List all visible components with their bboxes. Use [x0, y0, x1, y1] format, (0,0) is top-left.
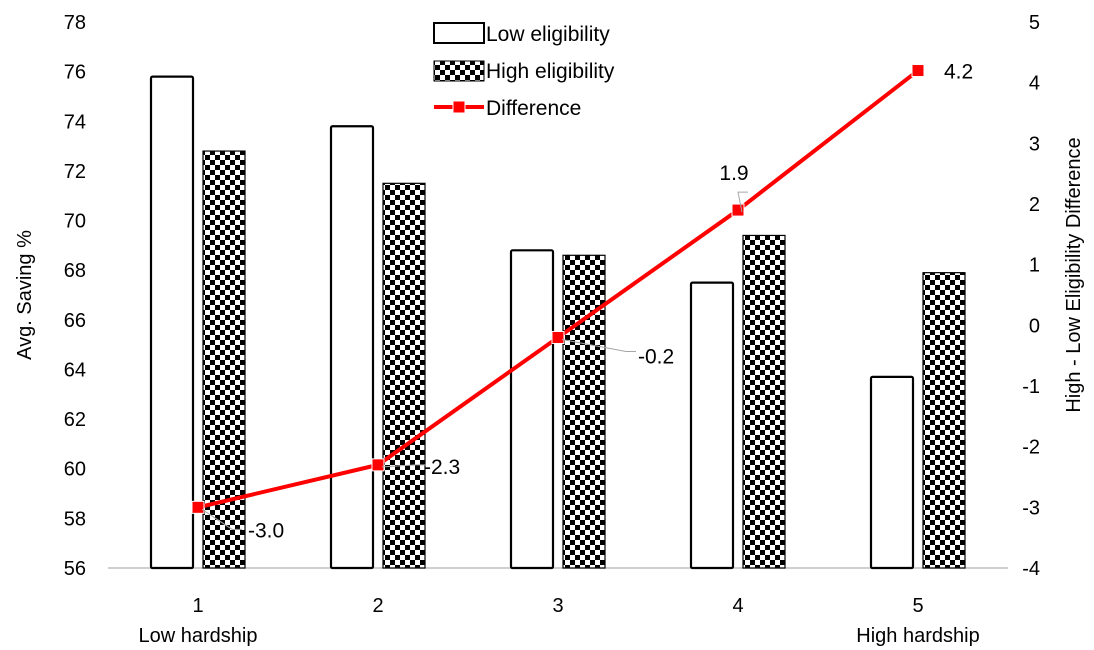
- data-label: -3.0: [248, 519, 284, 542]
- x-tick-sublabel: High hardship: [856, 625, 979, 647]
- bar-high-eligibility: [382, 182, 426, 569]
- legend-label-difference: Difference: [486, 97, 581, 120]
- bar-high-eligibility: [562, 254, 606, 569]
- difference-line: [191, 64, 925, 514]
- legend-swatch-low-eligibility: [433, 22, 485, 44]
- y-tick-label: 62: [64, 409, 86, 431]
- difference-marker: [371, 458, 385, 472]
- y-tick-label: 56: [64, 558, 86, 580]
- y2-tick-label: -4: [1022, 558, 1040, 580]
- y2-tick-label: 5: [1029, 12, 1040, 34]
- difference-marker: [551, 330, 565, 344]
- legend-label-low-eligibility: Low eligibility: [486, 23, 610, 46]
- y2-tick-label: -2: [1022, 437, 1040, 459]
- legend-swatch-high-eligibility: [433, 60, 485, 82]
- data-labels: -3.0 -2.3 -0.2 1.9 4.2: [201, 61, 973, 542]
- y-tick-label: 72: [64, 161, 86, 183]
- y2-tick-label: 4: [1029, 73, 1040, 95]
- y-tick-label: 68: [64, 260, 86, 282]
- y-tick-label: 74: [64, 111, 86, 133]
- data-label-leader: [381, 464, 426, 468]
- y-tick-label: 66: [64, 310, 86, 332]
- y2-tick-label: -1: [1022, 376, 1040, 398]
- data-label: 4.2: [944, 61, 973, 84]
- legend: Low eligibility High eligibility Differenc…: [433, 22, 615, 120]
- bar-low-eligibility: [509, 249, 555, 570]
- bar-low-eligibility: [689, 281, 735, 570]
- bar-low-eligibility: [329, 125, 375, 570]
- bar-low-eligibility: [149, 75, 195, 570]
- y2-tick-label: 3: [1029, 133, 1040, 155]
- y-tick-label: 76: [64, 62, 86, 84]
- x-tick-label: 5: [912, 595, 923, 617]
- y-tick-label: 64: [64, 359, 86, 381]
- difference-line-path: [197, 68, 920, 510]
- y-axis-title: Avg. Saving %: [14, 230, 36, 360]
- legend-swatch-difference-marker: [452, 100, 466, 114]
- x-tick-label: 3: [552, 595, 563, 617]
- data-label-leader: [737, 191, 748, 213]
- bar-high-eligibility: [922, 272, 966, 569]
- data-label-leader: [201, 508, 242, 530]
- data-label: -0.2: [638, 345, 674, 368]
- data-label: 1.9: [719, 162, 748, 185]
- x-tick-label: 4: [732, 595, 743, 617]
- y-tick-label: 60: [64, 459, 86, 481]
- x-tick-label: 1: [192, 595, 203, 617]
- difference-marker: [191, 500, 205, 514]
- axes: 56 58 60 62 64 66 68 70 72 74 76 78 -4 -3 -2 -1 0 1 2 3 4 5 Av…: [14, 12, 1085, 647]
- difference-marker: [911, 64, 925, 78]
- bar-low-eligibility: [869, 375, 915, 570]
- y2-axis-title: High - Low Eligibility Difference: [1063, 137, 1085, 412]
- y2-tick-label: 2: [1029, 194, 1040, 216]
- bar-high-eligibility: [742, 234, 786, 569]
- y-tick-label: 70: [64, 211, 86, 233]
- data-label: -2.3: [424, 456, 460, 479]
- y2-tick-label: 1: [1029, 255, 1040, 277]
- y2-tick-label: -3: [1022, 497, 1040, 519]
- y-tick-label: 78: [64, 12, 86, 34]
- data-label-leader: [561, 338, 636, 352]
- x-tick-label: 2: [372, 595, 383, 617]
- y-tick-label: 58: [64, 508, 86, 530]
- legend-label-high-eligibility: High eligibility: [486, 60, 615, 83]
- difference-marker: [731, 203, 745, 217]
- bars: [149, 75, 966, 570]
- x-tick-sublabel: Low hardship: [139, 625, 258, 647]
- y2-tick-label: 0: [1029, 315, 1040, 337]
